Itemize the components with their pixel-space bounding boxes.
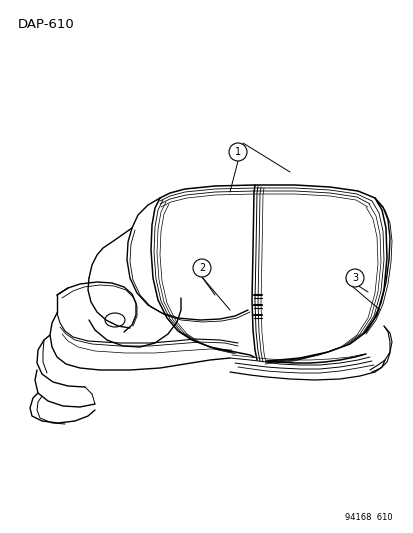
- Circle shape: [192, 259, 211, 277]
- Circle shape: [228, 143, 247, 161]
- Text: 2: 2: [198, 263, 204, 273]
- Text: DAP-610: DAP-610: [18, 18, 75, 31]
- Text: 3: 3: [351, 273, 357, 283]
- Circle shape: [345, 269, 363, 287]
- Text: 1: 1: [234, 147, 240, 157]
- Text: 94168  610: 94168 610: [344, 513, 392, 522]
